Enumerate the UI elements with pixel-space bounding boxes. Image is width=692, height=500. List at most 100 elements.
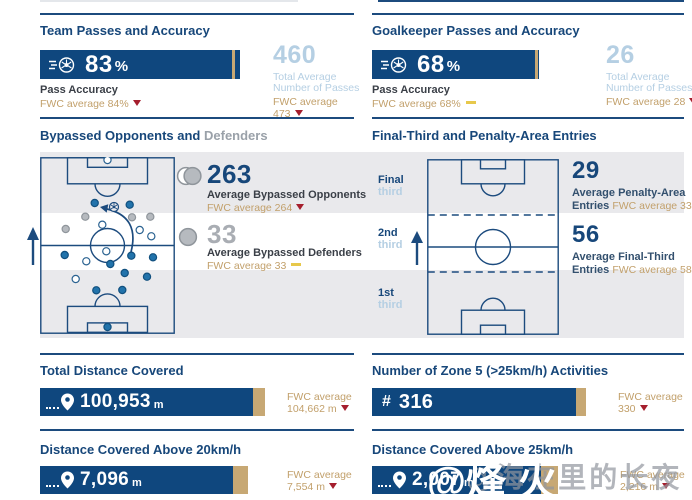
trend-down-icon (661, 483, 670, 489)
panel-title: Final-Third and Penalty-Area Entries (372, 128, 597, 143)
fwc-note: FWC average 68% (372, 98, 476, 110)
panel-title: Team Passes and Accuracy (40, 23, 210, 38)
total-distance-bar: 100,953 m (40, 388, 253, 416)
bar-caption: Pass Accuracy (372, 84, 450, 96)
watermark-small: @海在里的长夜 (466, 462, 683, 493)
panel-title: Total Distance Covered (40, 363, 184, 378)
panel-title: Goalkeeper Passes and Accuracy (372, 23, 580, 38)
fwc-note-2: 7,554 m (287, 481, 337, 493)
fwc-note-1: FWC average (287, 391, 352, 403)
gk-pass-accuracy-unit: % (446, 57, 461, 75)
trend-equal-icon (291, 262, 302, 266)
fwc-average-tail (253, 388, 265, 416)
pass-arrowhead (100, 204, 109, 213)
fwc-note-1: FWC average (618, 391, 683, 403)
pass-accuracy-unit: % (114, 57, 129, 75)
distance-25-value: 2,007 (412, 469, 462, 490)
gk-pass-accuracy-value: 68 (417, 50, 445, 78)
total-passes-value: 460 (273, 41, 317, 69)
gk-pass-accuracy-bar: 68% (372, 50, 539, 79)
fwc-note-gk-passes: FWC average 28 (606, 96, 692, 108)
panel-title: Distance Covered Above 25km/h (372, 442, 574, 457)
fwc-note-bypassed-opponents: FWC average 264 (207, 202, 305, 214)
player-dots (60, 157, 158, 332)
fwc-note-2: 104,662 m (287, 403, 349, 415)
movement-trail-icon (46, 485, 59, 487)
trend-down-icon (296, 204, 305, 210)
trend-down-icon (132, 100, 141, 106)
trend-down-icon (340, 405, 349, 411)
football-icon (381, 56, 407, 73)
location-pin-icon (393, 471, 406, 489)
fwc-average-tail (233, 466, 248, 494)
trend-down-icon (294, 110, 303, 116)
zone5-bar: # 316 (372, 388, 576, 416)
watermark-big: @烽 火 (427, 449, 558, 500)
gk-total-passes-label-2: Number of Passes (606, 82, 692, 94)
bypassed-defenders-icon (178, 227, 198, 247)
zone-label-final: Final (378, 174, 404, 186)
fwc-note-passes-1: FWC average (273, 96, 338, 108)
panel-title: Distance Covered Above 20km/h (40, 442, 242, 457)
penalty-area-entries-label-2: Entries FWC average 33 (572, 200, 692, 212)
fwc-note-2: 2,216 m (620, 481, 670, 493)
panel-entries: Final-Third and Penalty-Area Entries Fin… (372, 117, 692, 355)
trend-down-icon (689, 98, 692, 104)
pitch-diagram-thirds (427, 159, 559, 335)
fwc-note-bypassed-defenders: FWC average 33 (207, 260, 302, 272)
pass-accuracy-bar: 83% (40, 50, 240, 79)
bypassed-defenders-value: 33 (207, 219, 237, 249)
bypassed-opponents-icon (176, 166, 202, 186)
trend-down-icon (328, 483, 337, 489)
zone-sublabel-2nd: third (378, 239, 403, 251)
football-icon (49, 56, 75, 73)
final-third-entries-label-2: Entries FWC average 58 (572, 264, 692, 276)
total-distance-unit: m (153, 399, 164, 411)
final-third-entries-label-1: Average Final-Third (572, 251, 675, 263)
location-pin-icon (61, 471, 74, 489)
panel-zone5-activities: Number of Zone 5 (>25km/h) Activities # … (372, 353, 684, 431)
panel-team-passes: Team Passes and Accuracy 83% Pass Accura… (40, 13, 359, 120)
bypassed-defenders-label: Average Bypassed Defenders (207, 247, 362, 259)
fwc-average-marker (535, 50, 538, 79)
up-direction-arrow (27, 227, 39, 265)
top-right-crop-artifact (378, 0, 684, 2)
fwc-note-1: FWC average (620, 469, 685, 481)
movement-trail-icon (46, 407, 59, 409)
fwc-note-1: FWC average (287, 469, 352, 481)
hash-icon: # (382, 393, 391, 410)
distance-20-unit: m (132, 477, 142, 489)
fwc-note: FWC average 84% (40, 98, 141, 110)
ball-icon (108, 201, 120, 213)
gk-total-passes-label-1: Total Average (606, 71, 670, 83)
panel-distance-20: Distance Covered Above 20km/h 7,096 m FWC… (40, 429, 354, 500)
total-distance-value: 100,953 (80, 391, 151, 412)
panel-title: Bypassed Opponents and Defenders (40, 128, 268, 143)
zone-label-2nd: 2nd (378, 227, 398, 239)
panel-total-distance: Total Distance Covered 100,953 m FWC aver… (40, 353, 354, 431)
pitch-diagram-bypassed (40, 157, 175, 334)
penalty-area-entries-label-1: Average Penalty-Area (572, 187, 686, 199)
zone-label-1st: 1st (378, 287, 394, 299)
zone5-value: 316 (398, 390, 434, 413)
fwc-average-tail (576, 388, 586, 416)
fwc-average-marker (232, 50, 235, 79)
distance-25-unit: m (464, 477, 474, 489)
panel-distance-25: Distance Covered Above 25km/h 2,007 m FWC… (372, 429, 685, 500)
total-passes-label-2: Number of Passes (273, 82, 360, 94)
trend-down-icon (639, 405, 648, 411)
zone-sublabel-1st: third (378, 299, 403, 311)
distance-25-bar: 2,007 m (372, 466, 541, 494)
distance-20-value: 7,096 (80, 469, 130, 490)
pass-accuracy-value: 83 (85, 50, 113, 78)
top-left-crop-artifact (40, 0, 298, 2)
bypassed-opponents-label: Average Bypassed Opponents (207, 189, 367, 201)
trend-equal-icon (465, 100, 476, 104)
zone-sublabel-final: third (378, 186, 403, 198)
panel-bypassed-opponents: Bypassed Opponents and Defenders (27, 117, 366, 355)
bar-caption: Pass Accuracy (40, 84, 118, 96)
fwc-average-tail (541, 466, 558, 494)
gk-total-passes-value: 26 (606, 41, 635, 69)
fwc-note-2: 330 (618, 403, 648, 415)
